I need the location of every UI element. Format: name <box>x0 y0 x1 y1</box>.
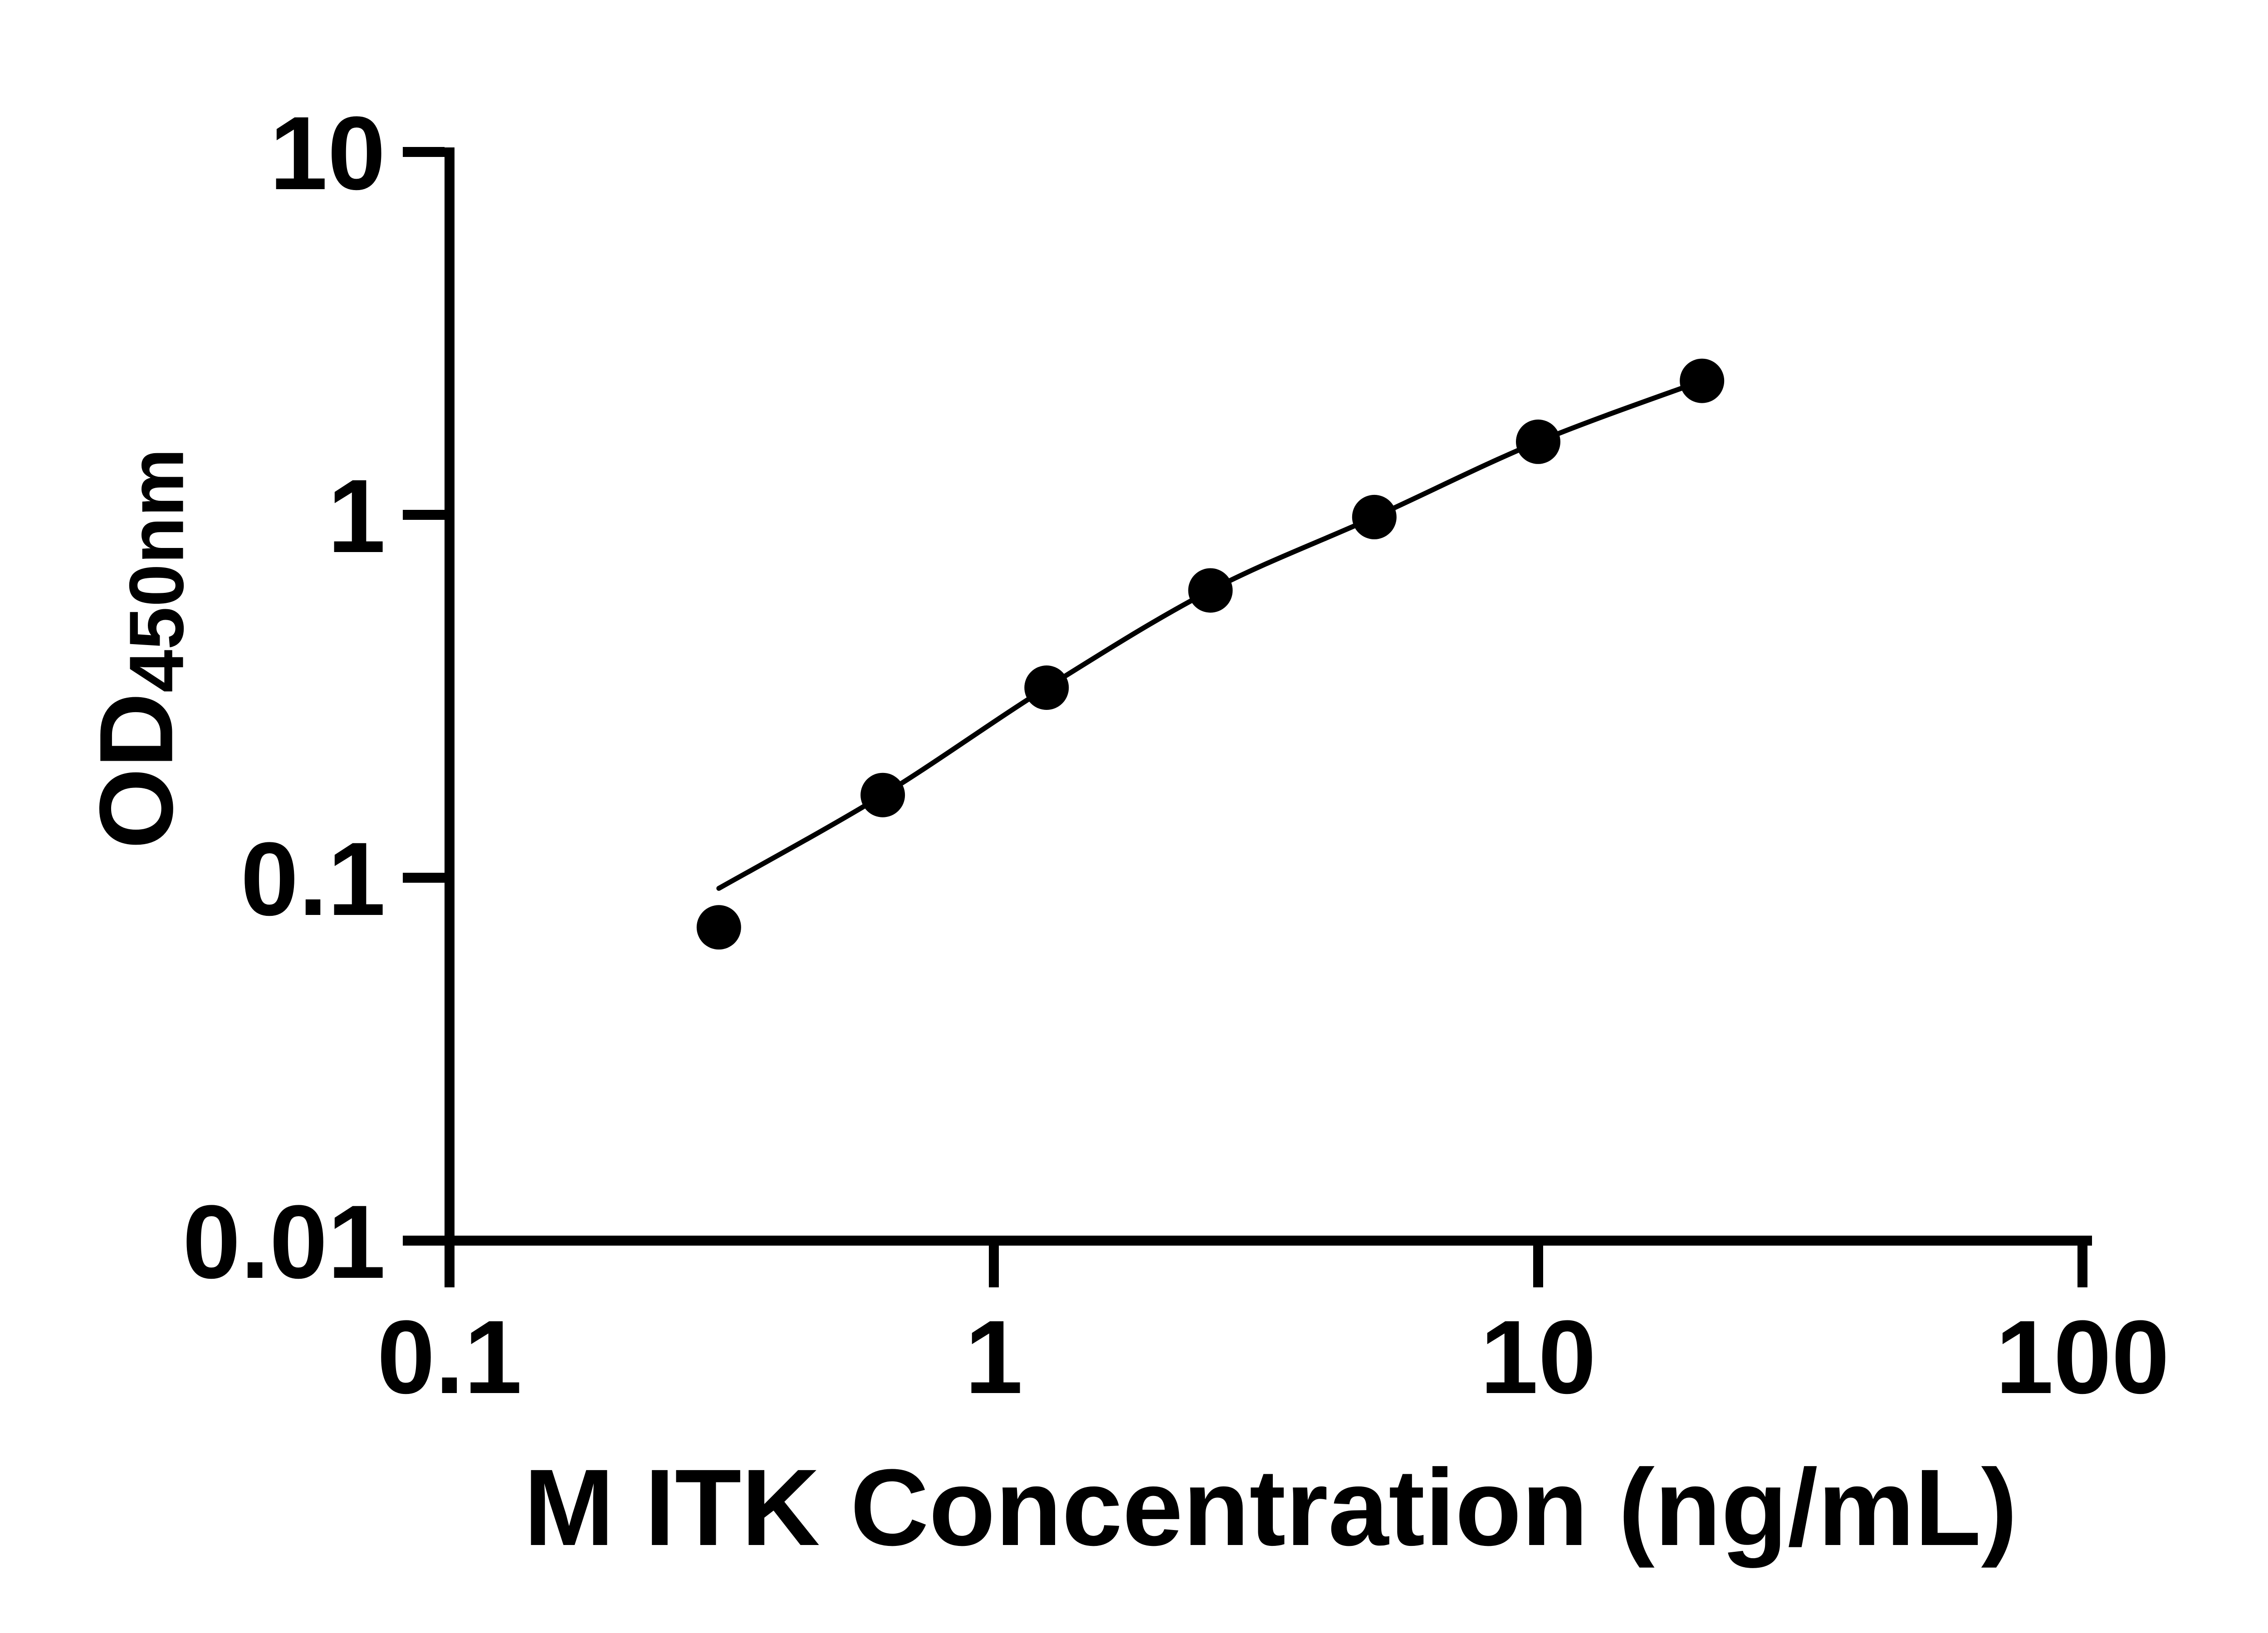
y-tick-label: 1 <box>327 458 386 574</box>
y-tick <box>403 1236 445 1246</box>
y-tick <box>403 147 445 157</box>
y-tick <box>403 510 445 520</box>
y-axis-title: OD450nm <box>76 448 200 849</box>
y-axis-title-subscript: 450nm <box>113 448 200 693</box>
x-tick <box>1533 1246 1543 1287</box>
x-tick-label: 100 <box>1995 1299 2170 1415</box>
y-axis-title-base: OD <box>78 692 195 849</box>
y-tick-label: 0.01 <box>182 1183 386 1300</box>
data-point <box>1024 665 1069 710</box>
y-tick <box>403 873 445 883</box>
x-axis-line <box>445 1236 2092 1246</box>
y-axis-line <box>445 147 455 1246</box>
data-point <box>1188 568 1233 613</box>
data-point <box>1680 358 1725 403</box>
x-tick-label: 10 <box>1480 1299 1596 1415</box>
x-tick-label: 0.1 <box>377 1299 522 1415</box>
x-tick <box>2077 1246 2087 1287</box>
data-point <box>696 905 741 950</box>
data-point <box>1516 419 1560 464</box>
x-tick <box>445 1246 455 1287</box>
data-point <box>1352 494 1397 539</box>
data-point <box>860 772 905 817</box>
x-tick-label: 1 <box>965 1299 1023 1415</box>
x-axis-title: M ITK Concentration (ng/mL) <box>523 1447 2018 1568</box>
y-tick-label: 0.1 <box>240 821 386 937</box>
x-tick <box>989 1246 999 1287</box>
fit-curve <box>716 378 1705 891</box>
y-tick-label: 10 <box>269 95 386 211</box>
